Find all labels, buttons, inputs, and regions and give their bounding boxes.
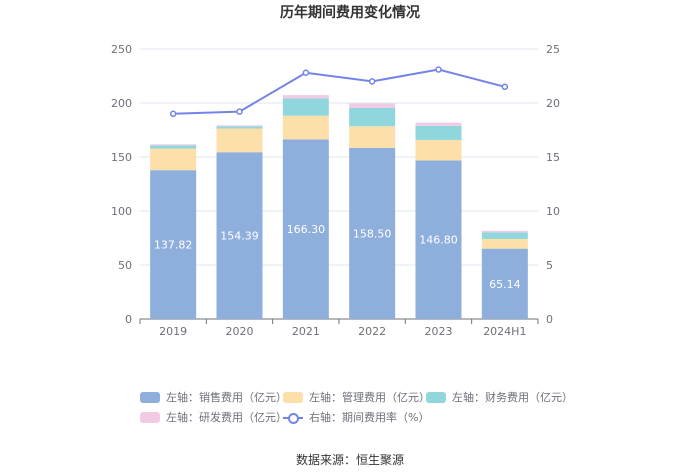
bar-segment-2	[349, 107, 396, 127]
left-axis-tick-label: 250	[111, 43, 132, 56]
bar-segment-2	[415, 125, 462, 140]
legend-swatch-admin	[283, 391, 303, 403]
left-axis-tick-label: 100	[111, 205, 132, 218]
x-axis-tick-label: 2022	[358, 325, 386, 338]
expense-ratio-point	[302, 69, 310, 77]
bar-segment-2	[481, 232, 528, 239]
expense-ratio-point	[169, 110, 177, 118]
legend-item-finance[interactable]: 左轴：财务费用（亿元）	[426, 389, 573, 405]
expense-ratio-point	[236, 108, 243, 115]
legend-label-sales: 左轴：销售费用（亿元）	[166, 391, 287, 404]
bar-segment-0	[415, 160, 462, 319]
left-axis-tick-label: 0	[125, 313, 132, 326]
legend-item-expense-ratio[interactable]: 右轴：期间费用率（%）	[283, 409, 430, 425]
bar-segment-0	[150, 170, 197, 319]
source-note: 数据来源：恒生聚源	[295, 453, 404, 467]
bar-value-label: 137.82	[154, 239, 193, 252]
bar-segment-3	[415, 122, 462, 126]
bar-value-label: 158.50	[353, 227, 392, 240]
legend-item-admin[interactable]: 左轴：管理费用（亿元）	[283, 389, 430, 405]
legend-swatch-rd	[140, 411, 160, 423]
bar-value-label: 154.39	[220, 230, 259, 243]
expense-ratio-point	[435, 66, 442, 73]
legend-swatch-finance	[426, 391, 446, 403]
right-axis-tick-label: 10	[546, 205, 560, 218]
bar-value-label: 146.80	[419, 234, 458, 247]
bar-segment-1	[481, 238, 528, 249]
right-axis-tick-label: 0	[546, 313, 553, 326]
bar-segment-3	[282, 95, 329, 99]
right-axis-tick-label: 25	[546, 43, 560, 56]
expense-ratio-line	[173, 68, 506, 115]
legend-label-expense-ratio: 右轴：期间费用率（%）	[309, 411, 430, 424]
bar-segment-2	[282, 98, 329, 116]
bar-segment-2	[150, 145, 197, 149]
bar-segment-0	[216, 152, 263, 319]
legend: 左轴：销售费用（亿元） 左轴：管理费用（亿元） 左轴：财务费用（亿元） 左轴：研…	[140, 387, 580, 427]
bar-segment-0	[282, 139, 329, 319]
chart-svg: 0 50 100 150 200 250 0 5 10 15 20 25 2019 137.82 2020 1…	[111, 43, 560, 338]
bar-value-label: 65.14	[489, 278, 521, 291]
bar-segment-3	[150, 144, 197, 146]
bar-segment-3	[349, 103, 396, 108]
legend-label-finance: 左轴：财务费用（亿元）	[452, 391, 573, 404]
bar-segment-3	[481, 230, 528, 233]
bar-segment-3	[216, 125, 263, 127]
bar-segment-1	[282, 115, 329, 140]
bar-segment-1	[349, 126, 396, 148]
x-axis-tick-label: 2023	[425, 325, 453, 338]
right-axis-tick-label: 15	[546, 151, 560, 164]
bar-value-label: 166.30	[287, 223, 326, 236]
bar-segment-0	[481, 248, 528, 319]
expense-ratio-point	[368, 78, 376, 85]
right-axis-tick-label: 5	[546, 259, 553, 272]
legend-item-rd[interactable]: 左轴：研发费用（亿元）	[140, 409, 287, 425]
legend-label-rd: 左轴：研发费用（亿元）	[166, 411, 287, 424]
right-axis-tick-label: 20	[546, 97, 560, 110]
x-axis-tick-label: 2024H1	[483, 325, 526, 338]
left-axis-tick-label: 150	[111, 151, 132, 164]
bar-segment-1	[150, 148, 197, 171]
legend-swatch-expense-ratio	[283, 412, 303, 424]
expense-ratio-point	[501, 83, 509, 91]
bar-segment-2	[216, 126, 263, 129]
legend-row-1: 左轴：销售费用（亿元） 左轴：管理费用（亿元） 左轴：财务费用（亿元）	[140, 387, 580, 407]
left-axis-tick-label: 200	[111, 97, 132, 110]
chart-title: 历年期间费用变化情况	[280, 5, 420, 21]
legend-row-2: 左轴：研发费用（亿元） 右轴：期间费用率（%）	[140, 407, 580, 427]
bar-segment-0	[349, 147, 396, 319]
bar-segment-1	[415, 139, 462, 161]
legend-item-sales[interactable]: 左轴：销售费用（亿元）	[140, 389, 287, 405]
legend-label-admin: 左轴：管理费用（亿元）	[309, 391, 430, 404]
bar-segment-1	[216, 128, 263, 153]
legend-swatch-sales	[140, 391, 160, 403]
x-axis-tick-label: 2019	[159, 325, 187, 338]
x-axis-tick-label: 2020	[226, 325, 254, 338]
x-axis-tick-label: 2021	[292, 325, 320, 338]
left-axis-tick-label: 50	[118, 259, 132, 272]
